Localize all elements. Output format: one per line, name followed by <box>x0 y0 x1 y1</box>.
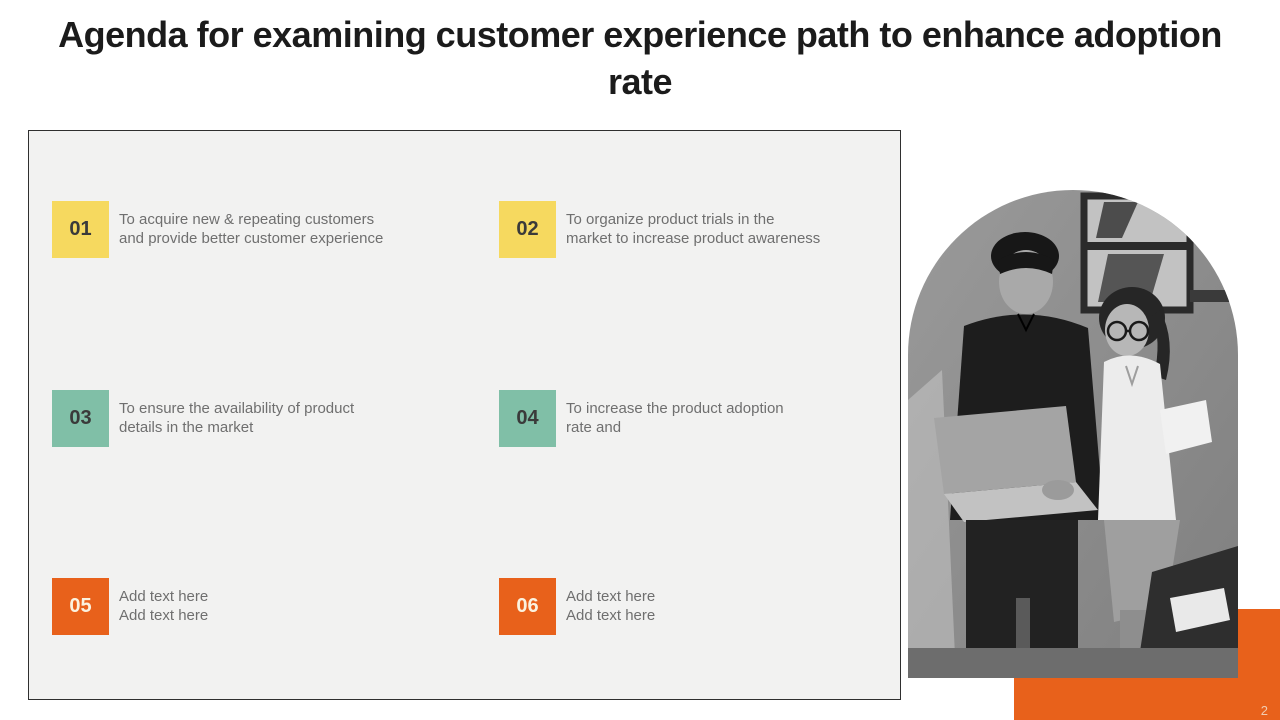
agenda-item-04-text: To increase the product adoption rate an… <box>566 400 784 436</box>
slide-title: Agenda for examining customer experience… <box>58 14 1222 102</box>
agenda-item-06-number-badge: 06 <box>499 578 556 635</box>
photo-two-people-laptop <box>908 190 1238 678</box>
agenda-item-05-text: Add text here Add text here <box>119 588 209 624</box>
agenda-item-01-number-badge: 01 <box>52 201 109 258</box>
agenda-item-01: 01 To acquire new & repeating customers … <box>52 201 472 271</box>
photo-laptop <box>934 406 1098 522</box>
page-number: 2 <box>1260 703 1268 718</box>
agenda-item-04-number-badge: 04 <box>499 390 556 447</box>
agenda-panel: 01 To acquire new & repeating customers … <box>28 130 901 700</box>
photo-woman <box>1098 287 1212 520</box>
agenda-item-01-text: To acquire new & repeating customers and… <box>119 211 384 247</box>
agenda-item-03: 03 To ensure the availability of product… <box>52 390 472 460</box>
agenda-item-02-number-badge: 02 <box>499 201 556 258</box>
agenda-item-05: 05 Add text here Add text here <box>52 578 472 648</box>
agenda-item-06: 06 Add text here Add text here <box>499 578 919 648</box>
photo-window <box>1080 192 1238 314</box>
agenda-item-04: 04 To increase the product adoption rate… <box>499 390 919 460</box>
agenda-item-05-number-badge: 05 <box>52 578 109 635</box>
photo-illustration <box>908 190 1238 678</box>
photo-lower-scene <box>908 520 1238 678</box>
agenda-item-03-text: To ensure the availability of product de… <box>119 400 355 436</box>
agenda-item-02: 02 To organize product trials in the mar… <box>499 201 919 271</box>
agenda-item-03-number-badge: 03 <box>52 390 109 447</box>
agenda-item-02-text: To organize product trials in the market… <box>566 211 821 247</box>
agenda-item-06-text: Add text here Add text here <box>566 588 656 624</box>
